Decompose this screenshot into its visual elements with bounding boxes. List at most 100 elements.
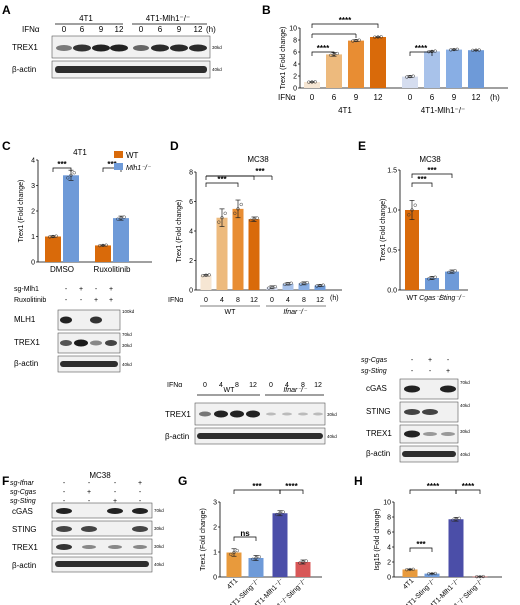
unit-label: (h) (206, 25, 216, 34)
data-point (433, 275, 437, 279)
size-marker: 30kd (327, 412, 337, 417)
significance-label: *** (255, 167, 265, 176)
data-point (411, 74, 415, 78)
size-marker: 30kd (212, 45, 222, 50)
bar (468, 50, 484, 88)
data-point (430, 571, 434, 576)
band (266, 412, 276, 416)
data-point (223, 211, 227, 215)
row-label: sg-Sting (10, 498, 36, 505)
data-point (413, 203, 417, 207)
band (423, 432, 437, 436)
data-point (201, 273, 205, 278)
band (60, 316, 72, 324)
data-point (408, 567, 412, 572)
condition-mark: - (63, 480, 66, 487)
data-point (405, 568, 409, 572)
x-tick-label: 12 (374, 93, 383, 102)
panel-letter-f: F (2, 474, 9, 488)
band-label-trex1: TREX1 (12, 543, 38, 552)
data-point (239, 202, 243, 207)
data-point (122, 215, 126, 219)
band (55, 561, 149, 567)
condition-mark: - (88, 480, 91, 487)
data-point (283, 282, 287, 287)
data-point (450, 269, 454, 274)
significance-bracket (205, 182, 239, 187)
band (56, 45, 72, 51)
band-label-trex1: TREX1 (366, 429, 392, 438)
band (298, 412, 308, 416)
y-tick-label: 8 (293, 37, 297, 44)
data-point (98, 244, 102, 248)
band-label-trex1: TREX1 (165, 410, 191, 419)
band (199, 411, 211, 417)
data-point (217, 220, 221, 224)
condition-mark: - (65, 286, 68, 293)
significance-bracket (411, 173, 453, 178)
data-point (310, 80, 314, 84)
x-tick-label: 12 (250, 297, 258, 304)
bar (282, 283, 294, 290)
x-tick-label: 12 (316, 297, 324, 304)
condition-mark: - (411, 368, 414, 375)
data-point (204, 273, 208, 277)
timepoint-label: 8 (235, 382, 239, 389)
y-axis-label: Trex1 (Fold change) (18, 180, 25, 243)
blot-frame (51, 520, 153, 537)
x-tick-label: 8 (236, 297, 240, 304)
data-point (270, 285, 274, 289)
bar (326, 54, 342, 88)
panel-letter-b: B (262, 3, 271, 17)
significance-label: *** (217, 175, 227, 184)
data-point (478, 574, 482, 579)
data-point (235, 548, 239, 553)
data-point (335, 51, 339, 56)
timepoint-label: 0 (139, 25, 144, 34)
x-tick-label: DMSO (50, 265, 74, 274)
size-marker: 70kd (460, 380, 470, 385)
band (151, 44, 169, 52)
y-axis-label: Trex1 (Fold change) (200, 508, 207, 571)
x-tick-label: 0 (310, 93, 315, 102)
data-point (471, 48, 475, 52)
band (81, 526, 97, 532)
data-point (329, 53, 333, 57)
data-point (233, 211, 237, 215)
size-marker: 70kd (154, 508, 164, 513)
y-tick-label: 6 (387, 529, 391, 536)
x-tick-label: Ruxolitinib (94, 265, 131, 274)
significance-bracket (52, 167, 72, 172)
significance-bracket (409, 51, 433, 56)
significance-label: *** (427, 166, 437, 175)
y-tick-label: 6 (293, 49, 297, 56)
data-point (257, 555, 261, 559)
blot-frame (51, 35, 211, 59)
y-tick-label: 4 (31, 157, 35, 164)
condition-mark: + (94, 297, 98, 304)
treatment-label: IFNα (22, 25, 40, 34)
data-point (411, 567, 415, 571)
y-tick-label: 2 (293, 73, 297, 80)
timepoint-label: 12 (314, 382, 322, 389)
y-tick-label: 10 (289, 25, 297, 32)
significance-bracket (311, 23, 379, 28)
bar (448, 519, 464, 577)
band (246, 410, 260, 418)
blot-group-4t1-mlh1: 4T1-Mlh1⁻/⁻ (146, 14, 190, 23)
row-label: sg-Ifnar (10, 480, 34, 487)
bar (424, 573, 440, 577)
bands-layer (51, 35, 459, 573)
data-point (301, 560, 305, 564)
bar (248, 219, 260, 290)
condition-mark: + (138, 480, 142, 487)
significance-bracket (233, 536, 257, 541)
y-tick-label: 0 (189, 287, 193, 294)
y-tick-label: 10 (383, 499, 391, 506)
bar (216, 217, 228, 290)
data-point (307, 80, 311, 84)
condition-mark: + (113, 498, 117, 505)
y-axis-label: Isg15 (Fold change) (374, 508, 381, 570)
data-point (354, 38, 358, 43)
